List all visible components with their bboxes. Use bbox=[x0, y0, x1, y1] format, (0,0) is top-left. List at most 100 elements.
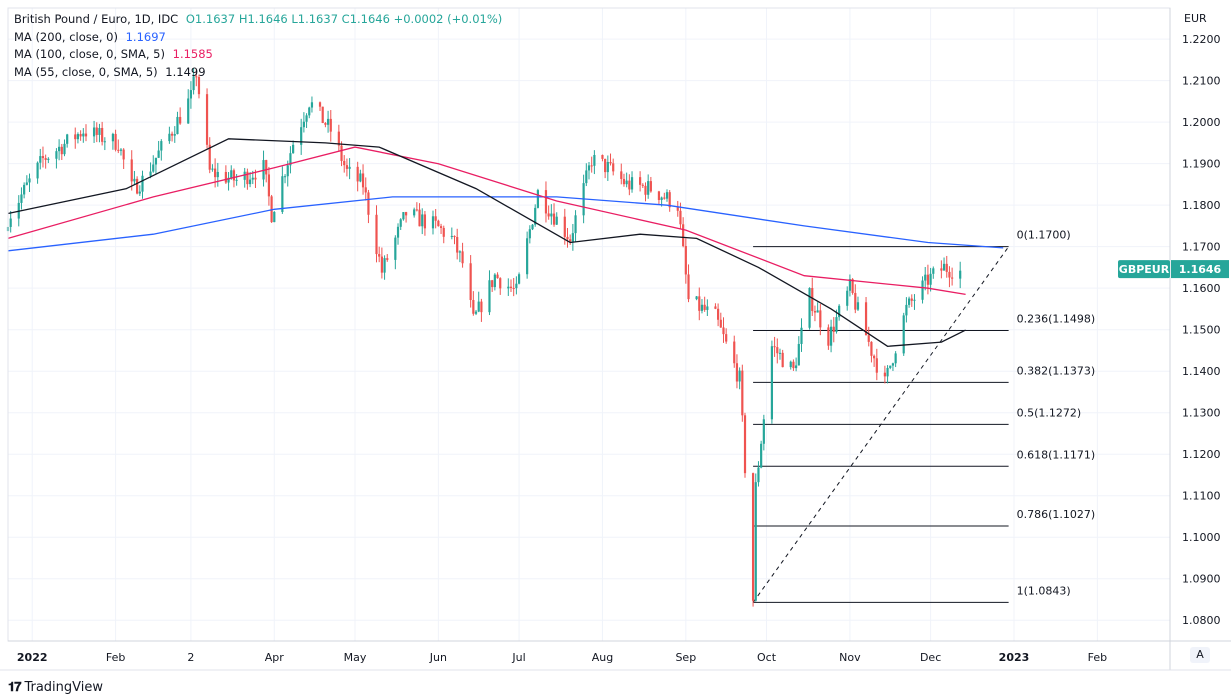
candle bbox=[187, 89, 190, 124]
candle bbox=[189, 81, 193, 109]
candle-body bbox=[571, 233, 574, 242]
candle-body bbox=[754, 482, 757, 601]
candle-body bbox=[348, 166, 351, 169]
y-tick-label: 1.1500 bbox=[1182, 324, 1221, 337]
candle bbox=[273, 211, 276, 223]
candle-body bbox=[499, 278, 502, 289]
candle-body bbox=[606, 161, 609, 173]
candle-body bbox=[286, 165, 289, 177]
candle-body bbox=[534, 207, 537, 225]
candle-body bbox=[82, 133, 85, 137]
candle bbox=[383, 255, 386, 280]
candle bbox=[76, 132, 80, 144]
candle bbox=[310, 96, 314, 113]
candle bbox=[133, 170, 136, 185]
candle bbox=[437, 219, 440, 227]
candle bbox=[587, 162, 591, 180]
candle bbox=[894, 351, 897, 368]
candle bbox=[760, 440, 763, 469]
candle-body bbox=[60, 146, 63, 155]
candle bbox=[544, 181, 548, 223]
auto-scale-button[interactable]: A bbox=[1190, 647, 1210, 663]
candle-body bbox=[795, 365, 798, 369]
candle-body bbox=[394, 237, 397, 260]
candle bbox=[517, 272, 521, 285]
candle bbox=[292, 140, 295, 154]
candle-body bbox=[318, 102, 322, 107]
candle-body bbox=[612, 163, 615, 172]
candle-body bbox=[628, 180, 631, 190]
candle-body bbox=[848, 279, 852, 291]
symbol-row[interactable]: British Pound / Euro, 1D, IDC O1.1637 H1… bbox=[14, 11, 502, 29]
candle-body bbox=[480, 301, 483, 313]
candle-body bbox=[660, 197, 663, 200]
candle bbox=[111, 132, 115, 150]
candle bbox=[214, 158, 217, 188]
candle bbox=[60, 143, 63, 161]
candle-body bbox=[289, 153, 292, 166]
candle-body bbox=[439, 226, 443, 228]
candle bbox=[348, 158, 351, 180]
candle bbox=[663, 192, 666, 200]
candle-body bbox=[593, 154, 596, 166]
candle-body bbox=[819, 310, 822, 328]
candle-body bbox=[474, 311, 478, 314]
candle-body bbox=[418, 209, 421, 227]
candle bbox=[168, 126, 171, 144]
candle-body bbox=[926, 274, 930, 285]
indicator-ma200[interactable]: MA (200, close, 0) 1.1697 bbox=[14, 29, 502, 47]
candle bbox=[453, 235, 456, 245]
candle bbox=[98, 123, 101, 143]
candle bbox=[25, 175, 28, 186]
candle bbox=[439, 223, 443, 234]
fib-level-label: 0(1.1700) bbox=[1017, 229, 1071, 242]
candle bbox=[173, 126, 176, 143]
candle bbox=[907, 296, 911, 308]
indicator-value: 1.1499 bbox=[165, 64, 206, 79]
candle bbox=[507, 278, 510, 296]
candle bbox=[515, 276, 518, 295]
candle-body bbox=[340, 145, 343, 161]
candle-body bbox=[773, 346, 776, 348]
indicator-ma100[interactable]: MA (100, close, 0, SMA, 5) 1.1585 bbox=[14, 46, 502, 64]
candle bbox=[356, 161, 359, 192]
candle bbox=[192, 68, 195, 95]
candle bbox=[639, 171, 642, 192]
candle bbox=[856, 296, 860, 311]
candle bbox=[63, 139, 66, 157]
tradingview-branding[interactable]: 𝟏𝟕 TradingView bbox=[8, 676, 103, 698]
fib-level-label: 0.382(1.1373) bbox=[1017, 364, 1096, 377]
grid bbox=[8, 8, 1170, 641]
candle bbox=[948, 266, 951, 288]
candle bbox=[378, 246, 381, 263]
candle bbox=[889, 365, 892, 370]
candle bbox=[819, 303, 822, 336]
candle bbox=[630, 171, 634, 193]
x-tick-label: Nov bbox=[839, 651, 861, 664]
y-tick-label: 1.1800 bbox=[1182, 199, 1221, 212]
candle bbox=[326, 110, 330, 133]
candle bbox=[246, 168, 249, 190]
candle-body bbox=[195, 76, 198, 78]
candle bbox=[95, 122, 98, 143]
candle bbox=[536, 188, 539, 209]
candle bbox=[738, 367, 741, 390]
candle bbox=[703, 296, 706, 312]
candle-body bbox=[776, 347, 779, 354]
candle bbox=[36, 161, 39, 184]
fibonacci-retracement[interactable]: 0(1.1700) 0.236(1.1498) 0.382(1.1373) 0.5(1… bbox=[752, 229, 1096, 603]
candle-body bbox=[154, 157, 158, 165]
candle bbox=[170, 131, 174, 142]
candle bbox=[160, 139, 163, 161]
candle bbox=[875, 348, 878, 381]
candle bbox=[773, 336, 776, 357]
candle bbox=[625, 172, 628, 188]
candle bbox=[472, 291, 475, 316]
candle-body bbox=[639, 177, 642, 185]
candle bbox=[641, 183, 644, 189]
candle-body bbox=[813, 311, 817, 313]
candle-body bbox=[136, 178, 139, 194]
indicator-ma55[interactable]: MA (55, close, 0, SMA, 5) 1.1499 bbox=[14, 64, 502, 82]
fib-level-label: 0.786(1.1027) bbox=[1017, 508, 1096, 521]
